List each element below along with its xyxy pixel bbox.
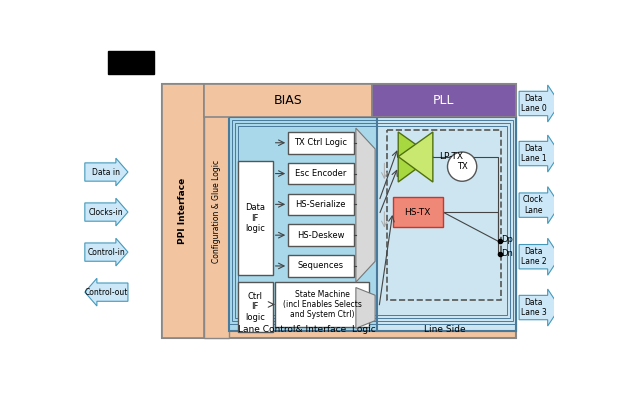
Polygon shape <box>85 278 128 306</box>
Bar <box>232 120 513 322</box>
Polygon shape <box>519 289 560 326</box>
Bar <box>235 123 510 318</box>
Text: Data
Lane 3: Data Lane 3 <box>521 298 546 317</box>
Text: Data
IF
logic: Data IF logic <box>245 203 265 233</box>
Text: Line Side: Line Side <box>424 325 465 335</box>
Text: PPI Interface: PPI Interface <box>178 178 187 244</box>
Text: HS-Deskew: HS-Deskew <box>297 230 344 240</box>
Text: Data
Lane 1: Data Lane 1 <box>521 144 546 163</box>
Polygon shape <box>398 132 433 182</box>
Bar <box>238 161 273 275</box>
Bar <box>238 282 273 332</box>
Bar <box>387 130 500 300</box>
Bar <box>238 126 507 315</box>
Bar <box>288 193 354 215</box>
Text: Dn: Dn <box>500 249 513 258</box>
Polygon shape <box>356 288 375 328</box>
Text: State Machine
(incl Enables Selects
and System Ctrl): State Machine (incl Enables Selects and … <box>283 290 362 320</box>
Text: HS-TX: HS-TX <box>404 208 431 217</box>
Polygon shape <box>85 158 128 186</box>
Polygon shape <box>356 128 375 282</box>
Bar <box>204 84 229 338</box>
Text: Data
Lane 0: Data Lane 0 <box>521 94 546 113</box>
Bar <box>162 84 204 338</box>
Polygon shape <box>519 135 560 172</box>
Polygon shape <box>85 238 128 266</box>
Text: TX Ctrl Logic: TX Ctrl Logic <box>294 138 347 147</box>
Polygon shape <box>519 187 560 224</box>
Text: Dp: Dp <box>500 235 513 244</box>
Text: Clock
Lane: Clock Lane <box>523 195 544 215</box>
Text: Lane Control& Interface  Logic: Lane Control& Interface Logic <box>239 325 376 335</box>
Text: Control-out: Control-out <box>85 288 128 297</box>
Text: BIAS: BIAS <box>274 94 302 107</box>
Text: PLL: PLL <box>433 94 454 107</box>
Text: Control-in: Control-in <box>88 247 125 256</box>
Text: Esc Encoder: Esc Encoder <box>295 169 347 178</box>
Text: LP-TX: LP-TX <box>439 152 463 161</box>
Bar <box>229 117 516 325</box>
Text: HS-Serialize: HS-Serialize <box>296 200 346 209</box>
Bar <box>275 282 369 327</box>
Bar <box>288 255 354 277</box>
Bar <box>162 84 516 338</box>
Bar <box>372 84 516 117</box>
Bar <box>288 163 354 184</box>
Polygon shape <box>85 198 128 226</box>
Text: Clocks-in: Clocks-in <box>89 208 123 217</box>
Text: Sequences: Sequences <box>298 262 344 270</box>
Text: Data in: Data in <box>93 167 120 177</box>
Bar <box>229 117 516 331</box>
Polygon shape <box>519 238 560 275</box>
Polygon shape <box>398 132 433 182</box>
Bar <box>204 84 372 117</box>
Bar <box>288 132 354 154</box>
Text: Ctrl
IF
logic: Ctrl IF logic <box>245 292 265 322</box>
Bar <box>288 224 354 246</box>
Text: TX: TX <box>457 162 468 171</box>
Bar <box>393 197 443 227</box>
Text: Configuration & Glue Logic: Configuration & Glue Logic <box>212 160 221 263</box>
Polygon shape <box>519 85 560 122</box>
Circle shape <box>447 152 477 181</box>
Bar <box>108 51 154 74</box>
Text: Data
Lane 2: Data Lane 2 <box>521 247 546 266</box>
Bar <box>376 117 516 331</box>
